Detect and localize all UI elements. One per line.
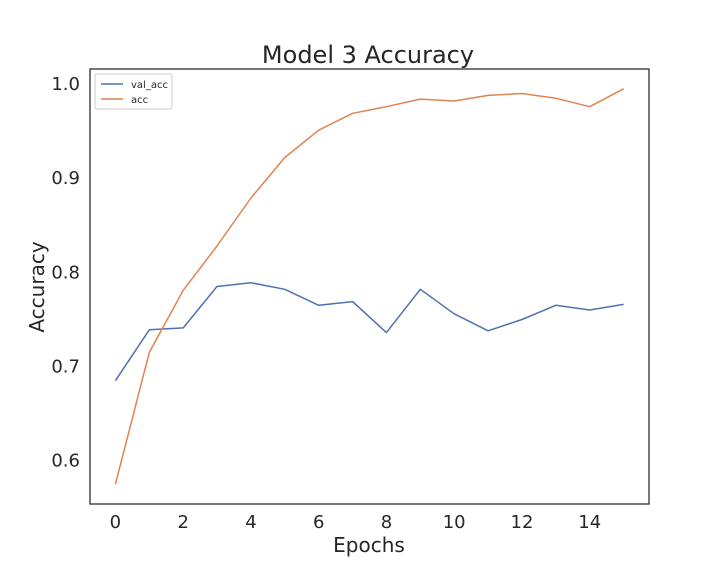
legend-label-val-acc: val_acc bbox=[131, 80, 168, 91]
y-tick-label: 1.0 bbox=[51, 74, 80, 95]
plot-frame bbox=[89, 68, 650, 505]
y-tick-label: 0.6 bbox=[51, 451, 80, 472]
y-tick-label: 0.8 bbox=[51, 262, 80, 283]
chart-title: Model 3 Accuracy bbox=[262, 41, 474, 69]
legend-box bbox=[94, 73, 173, 110]
legend: val_acc acc bbox=[94, 73, 173, 110]
x-tick-label: 4 bbox=[245, 512, 256, 533]
x-tick-label: 6 bbox=[313, 512, 324, 533]
x-tick-label: 12 bbox=[511, 512, 534, 533]
series-line-val-acc bbox=[114, 281, 624, 382]
x-tick-label: 10 bbox=[443, 512, 466, 533]
y-tick-label: 0.9 bbox=[51, 168, 80, 189]
legend-label-acc: acc bbox=[131, 95, 148, 106]
series-layer bbox=[114, 88, 624, 485]
y-axis-label: Accuracy bbox=[25, 241, 49, 332]
x-tick-label: 0 bbox=[110, 512, 121, 533]
ticks-layer: 0 2 4 6 8 10 12 14 0.6 0.7 0.8 0.9 1.0 bbox=[51, 74, 601, 533]
series-line-acc bbox=[114, 88, 624, 485]
x-tick-label: 8 bbox=[381, 512, 392, 533]
x-tick-label: 2 bbox=[177, 512, 188, 533]
x-axis-label: Epochs bbox=[333, 533, 405, 557]
y-tick-label: 0.7 bbox=[51, 357, 80, 378]
x-tick-label: 14 bbox=[578, 512, 601, 533]
